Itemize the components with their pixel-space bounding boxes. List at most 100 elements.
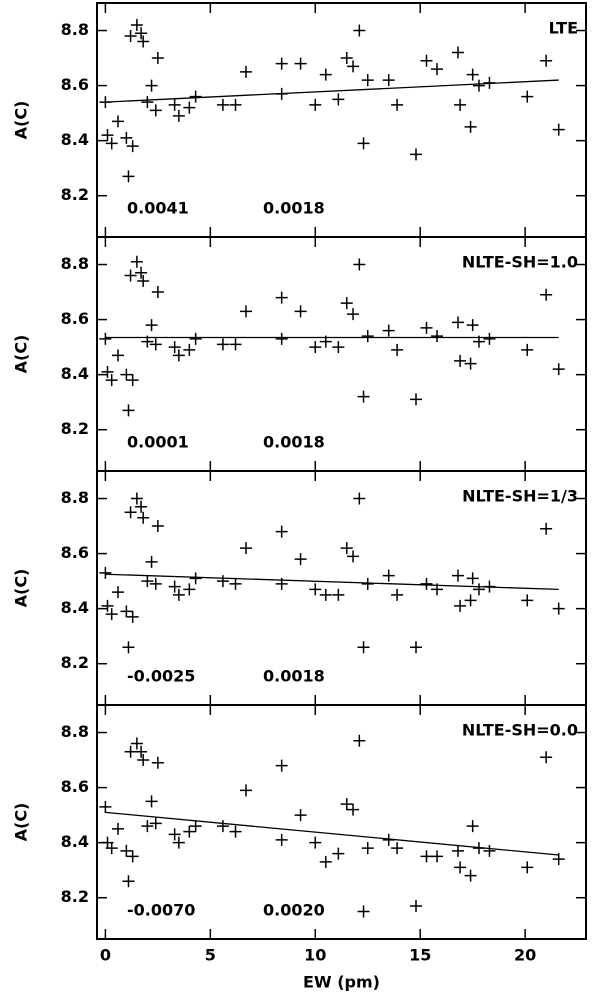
data-point	[124, 506, 137, 519]
data-point	[126, 610, 139, 623]
data-point	[382, 569, 395, 582]
data-point	[151, 520, 164, 533]
data-point	[540, 54, 553, 67]
y-tick-label: 8.8	[61, 254, 89, 273]
y-tick-label: 8.2	[61, 185, 89, 204]
data-point	[340, 542, 353, 555]
data-point	[309, 583, 322, 596]
data-point	[189, 572, 202, 585]
data-point	[357, 641, 370, 654]
data-point	[361, 577, 374, 590]
data-point	[229, 338, 242, 351]
data-point	[189, 820, 202, 833]
data-point	[361, 330, 374, 343]
data-point	[332, 93, 345, 106]
data-point	[122, 404, 135, 417]
data-point	[472, 583, 485, 596]
data-point	[391, 343, 404, 356]
data-point	[275, 759, 288, 772]
data-point	[319, 855, 332, 868]
data-point	[135, 500, 148, 513]
data-point	[145, 795, 158, 808]
x-tick-label: 5	[205, 946, 216, 965]
data-point	[357, 137, 370, 150]
data-point	[347, 550, 360, 563]
plot-frame	[96, 704, 587, 940]
data-point	[183, 583, 196, 596]
data-point	[357, 905, 370, 918]
data-point	[151, 52, 164, 65]
data-point	[275, 525, 288, 538]
data-point	[105, 137, 118, 150]
data-point	[294, 553, 307, 566]
data-point	[410, 641, 423, 654]
data-point	[451, 316, 464, 329]
annotation: 0.0018	[263, 667, 325, 686]
data-point	[124, 30, 137, 43]
data-point	[466, 319, 479, 332]
data-point	[319, 588, 332, 601]
data-point	[216, 575, 229, 588]
data-point	[189, 90, 202, 103]
data-point	[353, 24, 366, 37]
data-point	[275, 332, 288, 345]
data-point	[454, 861, 467, 874]
annotation: 0.0018	[263, 199, 325, 218]
data-point	[353, 258, 366, 271]
data-point	[111, 586, 124, 599]
data-point	[521, 861, 534, 874]
data-point	[99, 332, 112, 345]
data-point	[430, 330, 443, 343]
data-point	[111, 115, 124, 128]
y-tick-label: 8.2	[61, 419, 89, 438]
data-point	[420, 54, 433, 67]
data-point	[340, 798, 353, 811]
y-tick-label: 8.2	[61, 887, 89, 906]
data-point	[135, 745, 148, 758]
data-point	[464, 357, 477, 370]
data-point	[340, 297, 353, 310]
data-point	[137, 754, 150, 767]
data-point	[149, 104, 162, 117]
data-point	[347, 803, 360, 816]
data-point	[172, 588, 185, 601]
y-tick-label: 8.4	[61, 364, 89, 383]
panel-label: LTE	[549, 19, 578, 38]
annotation: 0.0020	[263, 901, 325, 920]
data-point	[130, 492, 143, 505]
data-point	[410, 148, 423, 161]
data-point	[464, 120, 477, 133]
data-point	[149, 817, 162, 830]
data-point	[120, 131, 133, 144]
data-point	[420, 850, 433, 863]
data-point	[430, 63, 443, 76]
data-point	[126, 140, 139, 153]
data-point	[552, 853, 565, 866]
data-point	[521, 343, 534, 356]
data-point	[130, 255, 143, 268]
data-point	[454, 354, 467, 367]
data-point	[357, 390, 370, 403]
data-point	[361, 74, 374, 87]
data-point	[126, 850, 139, 863]
data-point	[275, 57, 288, 70]
data-point	[149, 338, 162, 351]
fit-line	[105, 79, 559, 103]
data-point	[101, 365, 114, 378]
annotation: 0.0041	[127, 199, 189, 218]
data-point	[145, 319, 158, 332]
data-point	[309, 836, 322, 849]
data-point	[240, 65, 253, 78]
data-point	[454, 599, 467, 612]
data-point	[151, 286, 164, 299]
data-point	[521, 594, 534, 607]
y-axis-label: A(C)	[12, 803, 31, 842]
data-point	[347, 308, 360, 321]
data-point	[540, 751, 553, 764]
data-point	[145, 555, 158, 568]
data-point	[451, 46, 464, 59]
panel-label: NLTE-SH=1/3	[462, 487, 578, 506]
data-point	[122, 170, 135, 183]
data-point	[189, 332, 202, 345]
y-tick-label: 8.2	[61, 653, 89, 672]
